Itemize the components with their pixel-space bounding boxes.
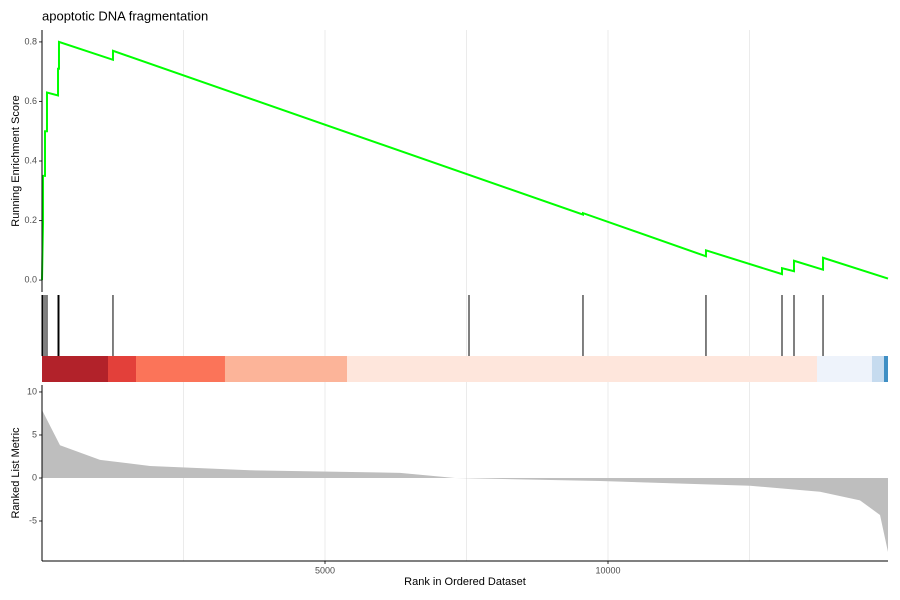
x-axis-label: Rank in Ordered Dataset [404, 576, 526, 588]
rank-color-bin [107, 356, 137, 382]
y-axis-label: Ranked List Metric [10, 427, 22, 519]
rank-color-bin [42, 356, 108, 382]
y-tick-label: 0.6 [24, 96, 37, 106]
y-tick-label: 0 [32, 472, 37, 482]
y-tick-label: -5 [29, 515, 37, 525]
rank-color-bin [883, 356, 888, 382]
x-tick-label: 5000 [315, 565, 335, 575]
rank-color-bin [817, 356, 872, 382]
rank-color-bin [136, 356, 225, 382]
y-axis-label: Running Enrichment Score [10, 95, 22, 226]
chart-title: apoptotic DNA fragmentation [42, 8, 208, 23]
y-tick-label: 0.8 [24, 36, 37, 46]
rank-color-bin [224, 356, 348, 382]
enrichment-line [41, 40, 889, 281]
y-tick-label: 0.2 [24, 215, 37, 225]
rank-color-bin [871, 356, 884, 382]
x-tick-label: 10000 [595, 565, 620, 575]
rank-color-bin [347, 356, 818, 382]
y-tick-label: 10 [27, 386, 37, 396]
y-tick-label: 0.4 [24, 155, 37, 165]
y-tick-label: 0.0 [24, 274, 37, 284]
metric-area [42, 410, 888, 552]
y-tick-label: 5 [32, 429, 37, 439]
